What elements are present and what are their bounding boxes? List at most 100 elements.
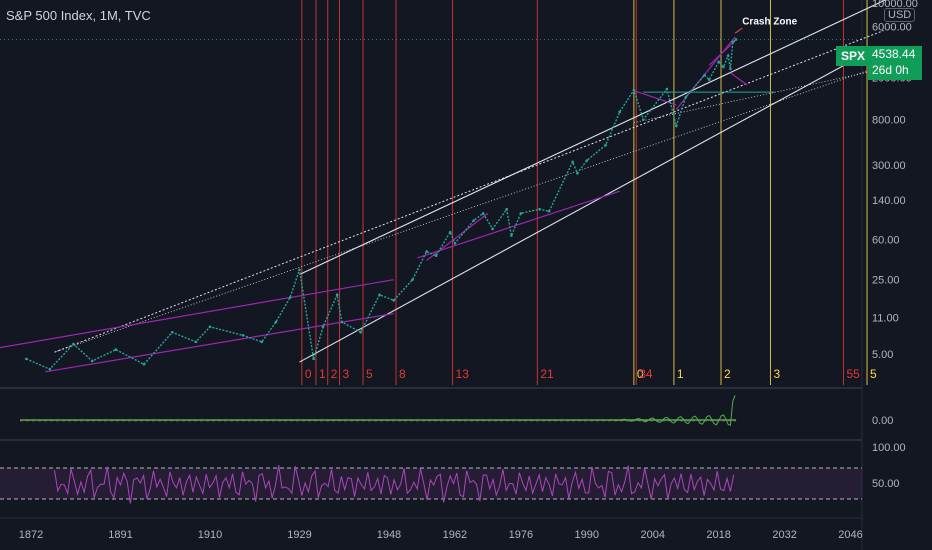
x-tick-label: 1948 (377, 529, 401, 541)
x-tick-label: 1891 (108, 529, 132, 541)
price-point (722, 65, 725, 69)
mid-channel-line (54, 30, 884, 353)
price-point (378, 293, 381, 297)
price-point (707, 78, 711, 81)
price-point (665, 87, 669, 91)
price-point (335, 293, 339, 297)
y-tick-label: 10000.00 (872, 0, 918, 10)
price-point (717, 60, 720, 64)
price-point (298, 268, 301, 272)
chart-title: S&P 500 Index, 1M, TVC (6, 8, 151, 23)
fib-time-label: 21 (540, 367, 554, 381)
x-tick-label: 2032 (772, 529, 796, 541)
macd-line (610, 395, 736, 427)
wedge-line (417, 190, 620, 259)
last-price: 4538.44 (872, 47, 916, 61)
price-point (491, 227, 494, 231)
y-tick-label: 140.00 (872, 195, 906, 207)
macd-tick-label: 0.00 (872, 415, 893, 427)
y-tick-label: 11.00 (872, 313, 899, 325)
x-tick-label: 1910 (198, 529, 222, 541)
price-point (571, 160, 574, 164)
x-tick-label: 2004 (640, 529, 664, 541)
price-point (448, 230, 452, 234)
price-point (114, 348, 118, 351)
crash-zone-label: Crash Zone (742, 16, 797, 27)
price-point (24, 357, 28, 361)
macd-panel (20, 395, 737, 427)
wedge-line (708, 39, 737, 66)
y-tick-label: 5.00 (872, 349, 893, 361)
price-point (171, 330, 174, 334)
rsi-panel (0, 465, 862, 504)
x-tick-label: 1990 (575, 529, 599, 541)
x-tick-label: 1872 (19, 529, 43, 541)
fib-time-label: 5 (870, 367, 877, 381)
wedge-line (633, 90, 677, 106)
currency-badge[interactable]: USD (884, 8, 916, 22)
grid-layer (0, 0, 863, 550)
rsi-band (0, 468, 862, 499)
wedge-line (45, 312, 394, 373)
crash-zone-arrow (734, 27, 743, 34)
price-point (576, 172, 579, 175)
wedge-line (426, 212, 489, 261)
last-price-box: 4538.44 26d 0h (868, 46, 922, 80)
price-point (208, 325, 212, 329)
x-tick-label: 1962 (443, 529, 467, 541)
price-point (411, 278, 414, 281)
price-point (392, 298, 395, 302)
rsi-tick-label: 50.00 (872, 478, 900, 490)
price-point (684, 95, 687, 99)
price-point (453, 241, 457, 245)
price-point (632, 88, 636, 92)
y-tick-label: 300.00 (872, 160, 906, 172)
price-point (90, 359, 94, 363)
price-series (24, 38, 738, 371)
fib-time-label: 13 (456, 367, 470, 381)
y-tick-label: 800.00 (872, 115, 906, 127)
y-tick-label: 6000.00 (872, 22, 912, 34)
price-point (703, 73, 706, 77)
price-point (425, 250, 428, 253)
upper-channel-line (299, 0, 887, 275)
price-point (734, 38, 738, 41)
price-point (618, 110, 622, 113)
price-point (321, 325, 325, 329)
fib-time-label: 3 (343, 367, 350, 381)
fib-time-label: 2 (331, 367, 338, 381)
fib-time-label: 2 (724, 367, 731, 381)
price-point (726, 54, 730, 57)
price-point (260, 340, 264, 344)
x-tick-label: 2018 (706, 529, 730, 541)
lower-channel-line (299, 50, 870, 363)
x-tick-label: 1976 (509, 529, 533, 541)
price-point (359, 330, 363, 334)
price-point (194, 340, 198, 344)
price-point (481, 212, 485, 215)
price-point (674, 124, 678, 128)
price-point (241, 333, 245, 337)
price-line (26, 38, 737, 371)
price-point (72, 342, 75, 346)
x-tick-label: 1929 (287, 529, 311, 541)
fib-time-zones: 0 1 2 3 5 8 13 21 034 1 2 3 55 5 (301, 0, 877, 385)
price-point (547, 209, 551, 213)
price-point (519, 212, 523, 215)
price-point (731, 40, 735, 44)
x-tick-label: 2046 (838, 529, 862, 541)
fib-time-label: 0 (305, 367, 312, 381)
axes: 10000.00 6000.00 2 0 0 0.00 800.00 300.00 140.00… (19, 0, 918, 541)
price-point (312, 357, 315, 361)
fib-time-label: 3 (773, 367, 780, 381)
price-point (604, 143, 607, 147)
rsi-tick-label: 100.00 (872, 442, 906, 454)
price-point (142, 363, 146, 366)
fib-time-label: 0 (637, 367, 644, 381)
wedge-line (0, 279, 394, 349)
price-point (585, 159, 589, 162)
y-tick-label: 60.00 (872, 234, 900, 246)
price-point (340, 320, 344, 324)
price-point (729, 67, 732, 71)
